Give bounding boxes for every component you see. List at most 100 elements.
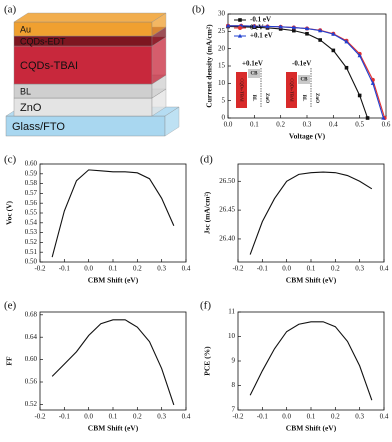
layer-label: ZnO bbox=[20, 102, 42, 114]
x-tick-label: -0.1 bbox=[257, 265, 269, 273]
inset-text: CQDs-TBAI bbox=[289, 78, 294, 102]
marker bbox=[292, 28, 296, 33]
y-tick-label: 0.52 bbox=[25, 400, 38, 408]
inset-text: BL bbox=[301, 95, 306, 102]
y-tick-label: 15 bbox=[218, 62, 226, 70]
inset-text: ZnO bbox=[264, 93, 269, 103]
data-line bbox=[249, 321, 373, 401]
x-tick-label: 0.1 bbox=[307, 413, 316, 421]
legend-marker bbox=[237, 33, 243, 38]
y-tick-label: 0.57 bbox=[25, 189, 38, 197]
marker bbox=[252, 23, 257, 28]
marker bbox=[357, 53, 362, 58]
x-axis-label: Voltage (V) bbox=[289, 132, 326, 141]
y-tick-label: 10 bbox=[228, 332, 236, 340]
y-tick-label: 26.40 bbox=[219, 235, 235, 243]
x-tick-label: 0.1 bbox=[109, 265, 118, 273]
x-tick-label: 0.4 bbox=[182, 265, 191, 273]
inset-text: ZnO bbox=[314, 93, 319, 103]
layer-label: Glass/FTO bbox=[12, 121, 65, 133]
x-tick-label: 0.6 bbox=[382, 121, 391, 129]
marker bbox=[278, 27, 283, 31]
y-tick-label: 0 bbox=[222, 114, 226, 122]
y-tick-label: 0.60 bbox=[25, 355, 38, 363]
y-tick-label: 0.58 bbox=[25, 179, 38, 187]
marker bbox=[304, 26, 310, 31]
plot-frame bbox=[237, 311, 385, 411]
x-tick-label: -0.1 bbox=[257, 413, 269, 421]
marker bbox=[365, 116, 370, 120]
inset-text: CB bbox=[301, 78, 309, 83]
y-tick-label: 8 bbox=[232, 381, 236, 389]
y-tick-label: 20 bbox=[218, 44, 226, 52]
x-tick-label: 0.4 bbox=[182, 413, 191, 421]
y-tick-label: 0.55 bbox=[25, 209, 38, 217]
y-tick-label: 5 bbox=[222, 96, 226, 104]
marker bbox=[331, 31, 336, 36]
x-tick-label: 0.4 bbox=[329, 121, 338, 129]
x-tick-label: 0.3 bbox=[157, 413, 166, 421]
x-axis-label: CBM Shift (eV) bbox=[88, 276, 139, 285]
marker bbox=[318, 38, 322, 42]
y-tick-label: 10 bbox=[218, 79, 226, 87]
panel-label: (b) bbox=[192, 4, 205, 16]
y-tick-label: 7 bbox=[232, 406, 236, 414]
marker bbox=[291, 25, 296, 30]
layer-label: Au bbox=[20, 24, 31, 34]
x-tick-label: -0.1 bbox=[59, 413, 71, 421]
y-tick-label: 0.56 bbox=[25, 199, 38, 207]
panel-label: (c) bbox=[4, 154, 17, 166]
x-tick-label: -0.1 bbox=[59, 265, 71, 273]
x-axis-label: CBM Shift (eV) bbox=[286, 276, 337, 285]
x-tick-label: 0.1 bbox=[109, 413, 118, 421]
data-line bbox=[51, 319, 175, 406]
layer-label: BL bbox=[20, 86, 31, 96]
x-axis-label: CBM Shift (eV) bbox=[286, 424, 337, 433]
legend-marker bbox=[238, 18, 242, 22]
y-axis-label: Current density (mA/cm²) bbox=[205, 24, 214, 108]
y-axis-label: Voc (V) bbox=[5, 200, 14, 225]
plot-frame bbox=[237, 163, 385, 263]
x-tick-label: 0.2 bbox=[133, 265, 142, 273]
x-tick-label: 0.3 bbox=[355, 265, 364, 273]
marker bbox=[331, 48, 336, 53]
panel-label: (f) bbox=[200, 300, 211, 312]
x-tick-label: 0.2 bbox=[331, 413, 340, 421]
marker bbox=[265, 24, 270, 29]
x-tick-label: -0.2 bbox=[232, 413, 244, 421]
y-tick-label: 9 bbox=[232, 357, 236, 365]
y-axis-label: PCE (%) bbox=[203, 346, 212, 376]
panel-label: (d) bbox=[200, 154, 213, 166]
layer-front bbox=[13, 83, 153, 99]
x-tick-label: 0.3 bbox=[355, 413, 364, 421]
inset-cqd bbox=[236, 72, 247, 108]
inset-title: -0.1eV bbox=[292, 60, 311, 68]
x-tick-label: 0.0 bbox=[282, 265, 291, 273]
data-line bbox=[51, 169, 175, 258]
layer-front bbox=[13, 45, 153, 85]
data-line bbox=[249, 171, 373, 255]
inset-text: BL bbox=[251, 95, 256, 102]
y-tick-label: 0.51 bbox=[25, 248, 38, 256]
x-tick-label: -0.2 bbox=[34, 265, 46, 273]
y-tick-label: 26.50 bbox=[219, 177, 235, 185]
x-tick-label: 0.5 bbox=[355, 121, 364, 129]
y-tick-label: 0.68 bbox=[25, 310, 38, 318]
y-tick-label: 0.54 bbox=[25, 218, 38, 226]
y-tick-label: 0.64 bbox=[25, 333, 38, 341]
inset-text: CB bbox=[251, 72, 259, 77]
layer-label: CQDs-TBAI bbox=[20, 60, 78, 72]
layer-front bbox=[13, 21, 153, 37]
x-tick-label: 0.4 bbox=[380, 413, 389, 421]
y-tick-label: 0.52 bbox=[25, 238, 38, 246]
x-tick-label: 0.0 bbox=[84, 413, 93, 421]
y-tick-label: 0.59 bbox=[25, 169, 38, 177]
inset-text: CQDs-TBAI bbox=[239, 78, 244, 102]
y-tick-label: 0.50 bbox=[25, 258, 38, 266]
layer-top bbox=[13, 12, 167, 23]
marker bbox=[357, 93, 362, 98]
y-tick-label: 11 bbox=[228, 308, 235, 316]
y-axis-label: FF bbox=[5, 356, 14, 366]
x-tick-label: -0.2 bbox=[232, 265, 244, 273]
y-tick-label: 30 bbox=[218, 10, 226, 18]
